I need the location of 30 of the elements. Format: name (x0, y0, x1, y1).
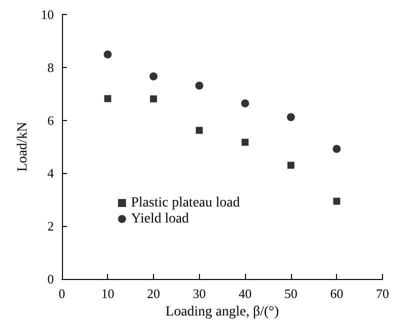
point (150, 72, 158, 80)
point (150, 95, 157, 102)
x-tick-label: 10 (101, 286, 114, 301)
legend-label: Plastic plateau load (131, 196, 240, 210)
point (286, 113, 295, 122)
point (241, 99, 250, 108)
legend-label: Yield load (131, 212, 189, 226)
point (333, 198, 340, 205)
x-tick-label: 50 (284, 286, 298, 301)
y-tick-label: 0 (47, 272, 54, 286)
y-tick-label: 4 (47, 166, 54, 181)
y-tick-label: 10 (40, 7, 54, 22)
point (332, 144, 341, 153)
y-axis-title: Load/kN (16, 122, 30, 172)
point (104, 50, 112, 58)
point (287, 162, 294, 169)
x-tick-label: 70 (376, 286, 389, 301)
point (104, 95, 112, 102)
x-tick-label: 20 (147, 286, 160, 301)
x-tick-label: 0 (58, 286, 66, 301)
point (195, 82, 204, 90)
x-tick-label: 40 (238, 286, 252, 301)
x-tick-label: 30 (192, 286, 206, 301)
y-tick-label: 6 (47, 112, 54, 128)
x-axis-title: Loading angle, β/(°) (165, 304, 280, 320)
x-tick-label: 60 (330, 286, 344, 301)
point (196, 126, 203, 134)
y-tick-label: 8 (47, 60, 54, 75)
point (242, 138, 249, 146)
y-tick-label: 2 (47, 218, 54, 234)
